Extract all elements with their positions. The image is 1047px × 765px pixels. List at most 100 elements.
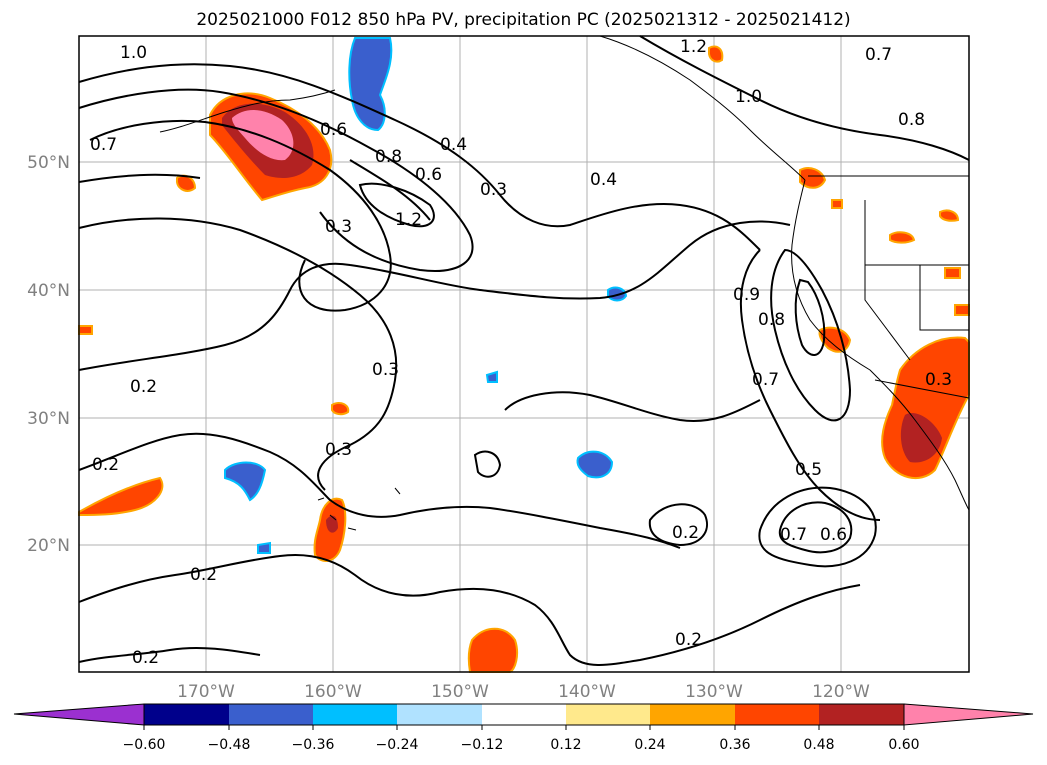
colorbar-tick-label: 0.12 [550,737,581,753]
longitude-labels: 170°W 160°W 150°W 140°W 130°W 120°W [177,682,870,702]
colorbar-segment [735,704,819,725]
contour-label: 0.3 [325,440,352,460]
precip-strong-california [900,412,942,463]
contour-20 [358,182,435,228]
state-borders [864,200,969,361]
contour-10 [770,248,852,422]
contour-label: 0.6 [320,120,347,140]
colorbar-left-extension [13,703,145,726]
contour-6 [78,432,681,549]
precip-peak-gulf [232,109,294,161]
pv-contours [78,35,970,666]
contour-label: 0.5 [795,460,822,480]
contour-3 [89,119,392,312]
contour-label: 0.3 [325,217,352,237]
contour-label: 0.7 [752,370,779,390]
contour-label: 1.0 [735,87,762,107]
contour-15 [78,173,201,183]
contour-2 [78,88,474,272]
colorbar-segment [482,704,566,725]
coast-pacific-nw [791,179,970,511]
lon-label: 150°W [431,682,489,702]
contour-label: 0.7 [90,135,117,155]
contour-9 [739,249,881,521]
colorbar-tick-label: 0.24 [634,737,665,753]
coastlines [159,35,970,531]
colorbar-tick-label: −0.12 [461,737,504,753]
colorbar-tick-label: −0.48 [208,737,251,753]
contour-8 [78,646,261,663]
precip-negative-small-2 [485,370,498,383]
contour-label: 0.4 [590,170,617,190]
colorbar-segment [229,704,313,725]
contour-18 [648,503,708,547]
precip-positive-small-7 [939,209,960,222]
precip-positive-small-6 [78,325,93,335]
contour-5 [78,220,791,371]
colorbar-tick-label: 0.60 [888,737,919,753]
coast-aleutian [159,89,336,133]
lon-label: 130°W [685,682,743,702]
precip-negative-small-3 [257,541,271,554]
contour-label: 0.2 [130,377,157,397]
precip-positive-small-4 [889,231,916,244]
lon-label: 140°W [558,682,616,702]
contour-label: 0.8 [758,310,785,330]
contour-label: 1.2 [395,210,422,230]
precip-positive-small-8 [954,304,970,316]
graticule [79,36,969,672]
lat-label: 20°N [27,536,70,556]
contour-label: 0.3 [925,370,952,390]
colorbar-segment [566,704,650,725]
precip-positive-small-9 [831,199,843,209]
coast-alaska [599,35,806,181]
contour-label: 1.2 [680,37,707,57]
contour-label: 0.7 [865,45,892,65]
colorbar-segment [397,704,482,725]
contour-17 [473,450,502,478]
contour-label: 0.3 [372,360,399,380]
contour-11 [794,278,826,356]
lat-label: 40°N [27,281,70,301]
contour-label: 0.4 [440,135,467,155]
precip-positive-small-2 [331,402,350,416]
figure-title: 2025021000 F012 850 hPa PV, precipitatio… [196,10,851,30]
contour-12 [758,486,877,568]
precip-negative-small-1 [607,286,628,302]
contour-label: 0.9 [733,285,760,305]
contour-label: 0.6 [820,525,847,545]
colorbar: −0.60 −0.48 −0.36 −0.24 −0.12 0.12 0.24 … [13,703,1034,753]
precip-positive-small-3 [708,45,724,63]
contour-16 [504,391,761,422]
contour-1 [78,63,761,251]
contour-4 [78,217,398,491]
contour-label: 0.2 [132,648,159,668]
precip-positive-small-5 [944,267,961,279]
colorbar-segment [144,704,229,725]
contour-label: 0.2 [672,523,699,543]
contour-label: 0.3 [480,180,507,200]
hawaii-islands [317,487,401,531]
lon-label: 120°W [812,682,870,702]
colorbar-tick-label: 0.48 [803,737,834,753]
contour-14 [639,35,970,161]
contour-label: 0.2 [675,630,702,650]
contour-label: 0.8 [375,147,402,167]
contour-7 [78,554,861,666]
colorbar-tick-label: −0.24 [376,737,419,753]
contour-label: 0.6 [415,165,442,185]
precip-strong-hawaii [326,515,338,533]
contour-label: 0.7 [780,525,807,545]
precip-negative-north [348,37,393,132]
colorbar-right-extension [903,703,1034,726]
precip-positive-vancouver [799,167,827,189]
colorbar-segment [650,704,735,725]
latitude-labels: 50°N 40°N 30°N 20°N [27,153,70,556]
precip-negative-west [224,461,267,502]
colorbar-tick-label: 0.36 [719,737,750,753]
contour-label: 0.2 [92,455,119,475]
lat-label: 50°N [27,153,70,173]
map-frame [78,35,970,673]
precip-negative-central [576,450,614,479]
